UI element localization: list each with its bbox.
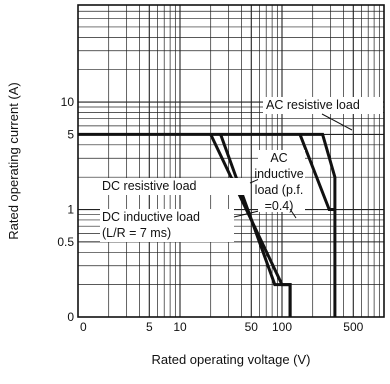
x-tick-label: 100	[272, 320, 292, 334]
annotation-text: DC inductive load	[102, 210, 200, 224]
annotation-text: AC	[270, 151, 287, 165]
x-tick-label: 10	[173, 320, 187, 334]
callout-leader	[321, 113, 353, 131]
ac-inductive-line	[298, 133, 335, 211]
y-axis-title: Rated operating current (A)	[6, 82, 21, 240]
x-tick-label: 500	[343, 320, 363, 334]
annotation-text: DC resistive load	[102, 179, 197, 193]
callout-background	[100, 209, 234, 242]
annotation-text: =0.4)	[265, 199, 294, 213]
plot-frame	[77, 4, 385, 318]
annotation-text: AC resistive load	[266, 98, 360, 112]
x-tick-label: 0	[80, 320, 87, 334]
ac-inductive-callout: AC inductive load (p.f. =0.4)	[254, 150, 305, 219]
x-tick-label: 5	[146, 320, 153, 334]
callout-background	[258, 150, 305, 212]
y-tick-label: 5	[67, 127, 74, 141]
annotation-text: load (p.f.	[255, 183, 304, 197]
annotation-text: inductive	[254, 167, 303, 181]
y-tick-label: 0	[67, 310, 74, 324]
annotation-text: (L/R = 7 ms)	[102, 226, 171, 240]
callout-leader	[289, 208, 297, 219]
ac-resistive-line	[78, 132, 337, 317]
x-tick-label: 50	[245, 320, 259, 334]
dc-inductive-callout: DC inductive load (L/R = 7 ms)	[100, 209, 264, 242]
dc-resistive-callout: DC resistive load	[100, 175, 267, 195]
ac-resistive-callout: AC resistive load	[263, 97, 383, 131]
y-tick-label: 0.5	[57, 235, 74, 249]
callout-background	[263, 97, 383, 114]
x-axis-title: Rated operating voltage (V)	[152, 352, 311, 367]
y-tick-label: 1	[67, 203, 74, 217]
callout-background	[100, 178, 250, 195]
dc-inductive-line	[219, 133, 292, 317]
y-tick-label: 10	[61, 95, 75, 109]
